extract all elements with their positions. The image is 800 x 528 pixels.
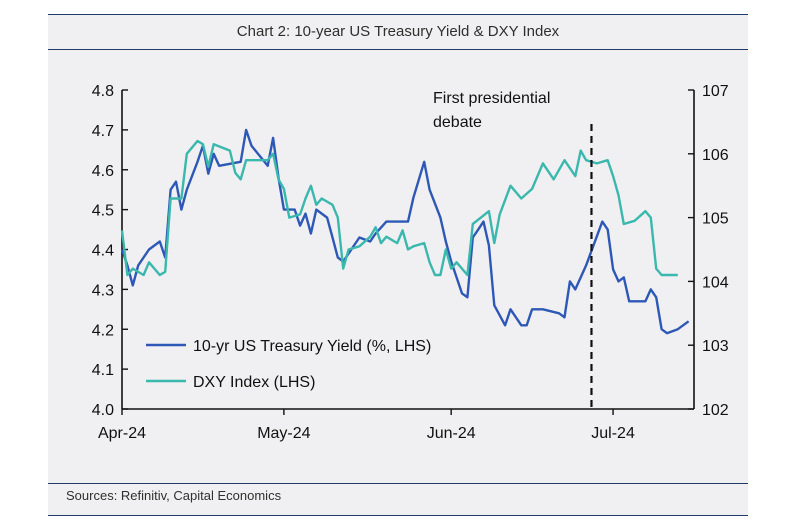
y-tick-label-right: 102 [702,402,729,419]
axes-layer: 4.0 4.1 4.2 4.3 4.4 4.5 4.6 4.7 4.8 102 103 104 105 1… [92,83,729,442]
y-tick-label-right: 106 [702,147,729,164]
y-tick-label-left: 4.8 [92,83,114,100]
x-tick-label: May-24 [257,425,310,442]
y-tick-label-left: 4.4 [92,243,114,260]
legend: 10-yr US Treasury Yield (%, LHS) DXY Inde… [146,338,431,391]
chart-title: Chart 2: 10-year US Treasury Yield & DXY… [236,23,560,40]
y-tick-label-left: 4.0 [92,402,114,419]
y-tick-label-right: 103 [702,338,729,355]
debate-annotation-label: First presidential [433,90,550,107]
x-tick-label: Jul-24 [591,425,635,442]
y-tick-label-left: 4.6 [92,163,114,180]
series-layer [120,128,690,335]
y-tick-label-left: 4.3 [92,282,114,299]
chart-svg: 4.0 4.1 4.2 4.3 4.4 4.5 4.6 4.7 4.8 102 103 104 105 1… [92,83,729,442]
debate-annotation-label: debate [433,114,482,131]
y-tick-label-left: 4.1 [92,362,114,379]
annotation-layer: First presidential debate [433,90,593,409]
y-tick-label-left: 4.5 [92,203,114,220]
source-note: Sources: Refinitiv, Capital Economics [66,488,282,503]
x-tick-label: Apr-24 [98,425,146,442]
y-tick-label-right: 105 [702,211,729,228]
x-tick-label: Jun-24 [427,425,476,442]
source-divider [48,483,748,484]
y-tick-label-right: 107 [702,83,729,100]
legend-label: 10-yr US Treasury Yield (%, LHS) [193,338,431,355]
y-tick-label-right: 104 [702,274,729,291]
y-tick-label-left: 4.2 [92,322,114,339]
title-divider [48,49,748,50]
chart-frame: Chart 2: 10-year US Treasury Yield & DXY… [48,14,748,516]
y-tick-label-left: 4.7 [92,123,114,140]
legend-label: DXY Index (LHS) [193,374,315,391]
series-line-dxy-index [120,139,678,277]
